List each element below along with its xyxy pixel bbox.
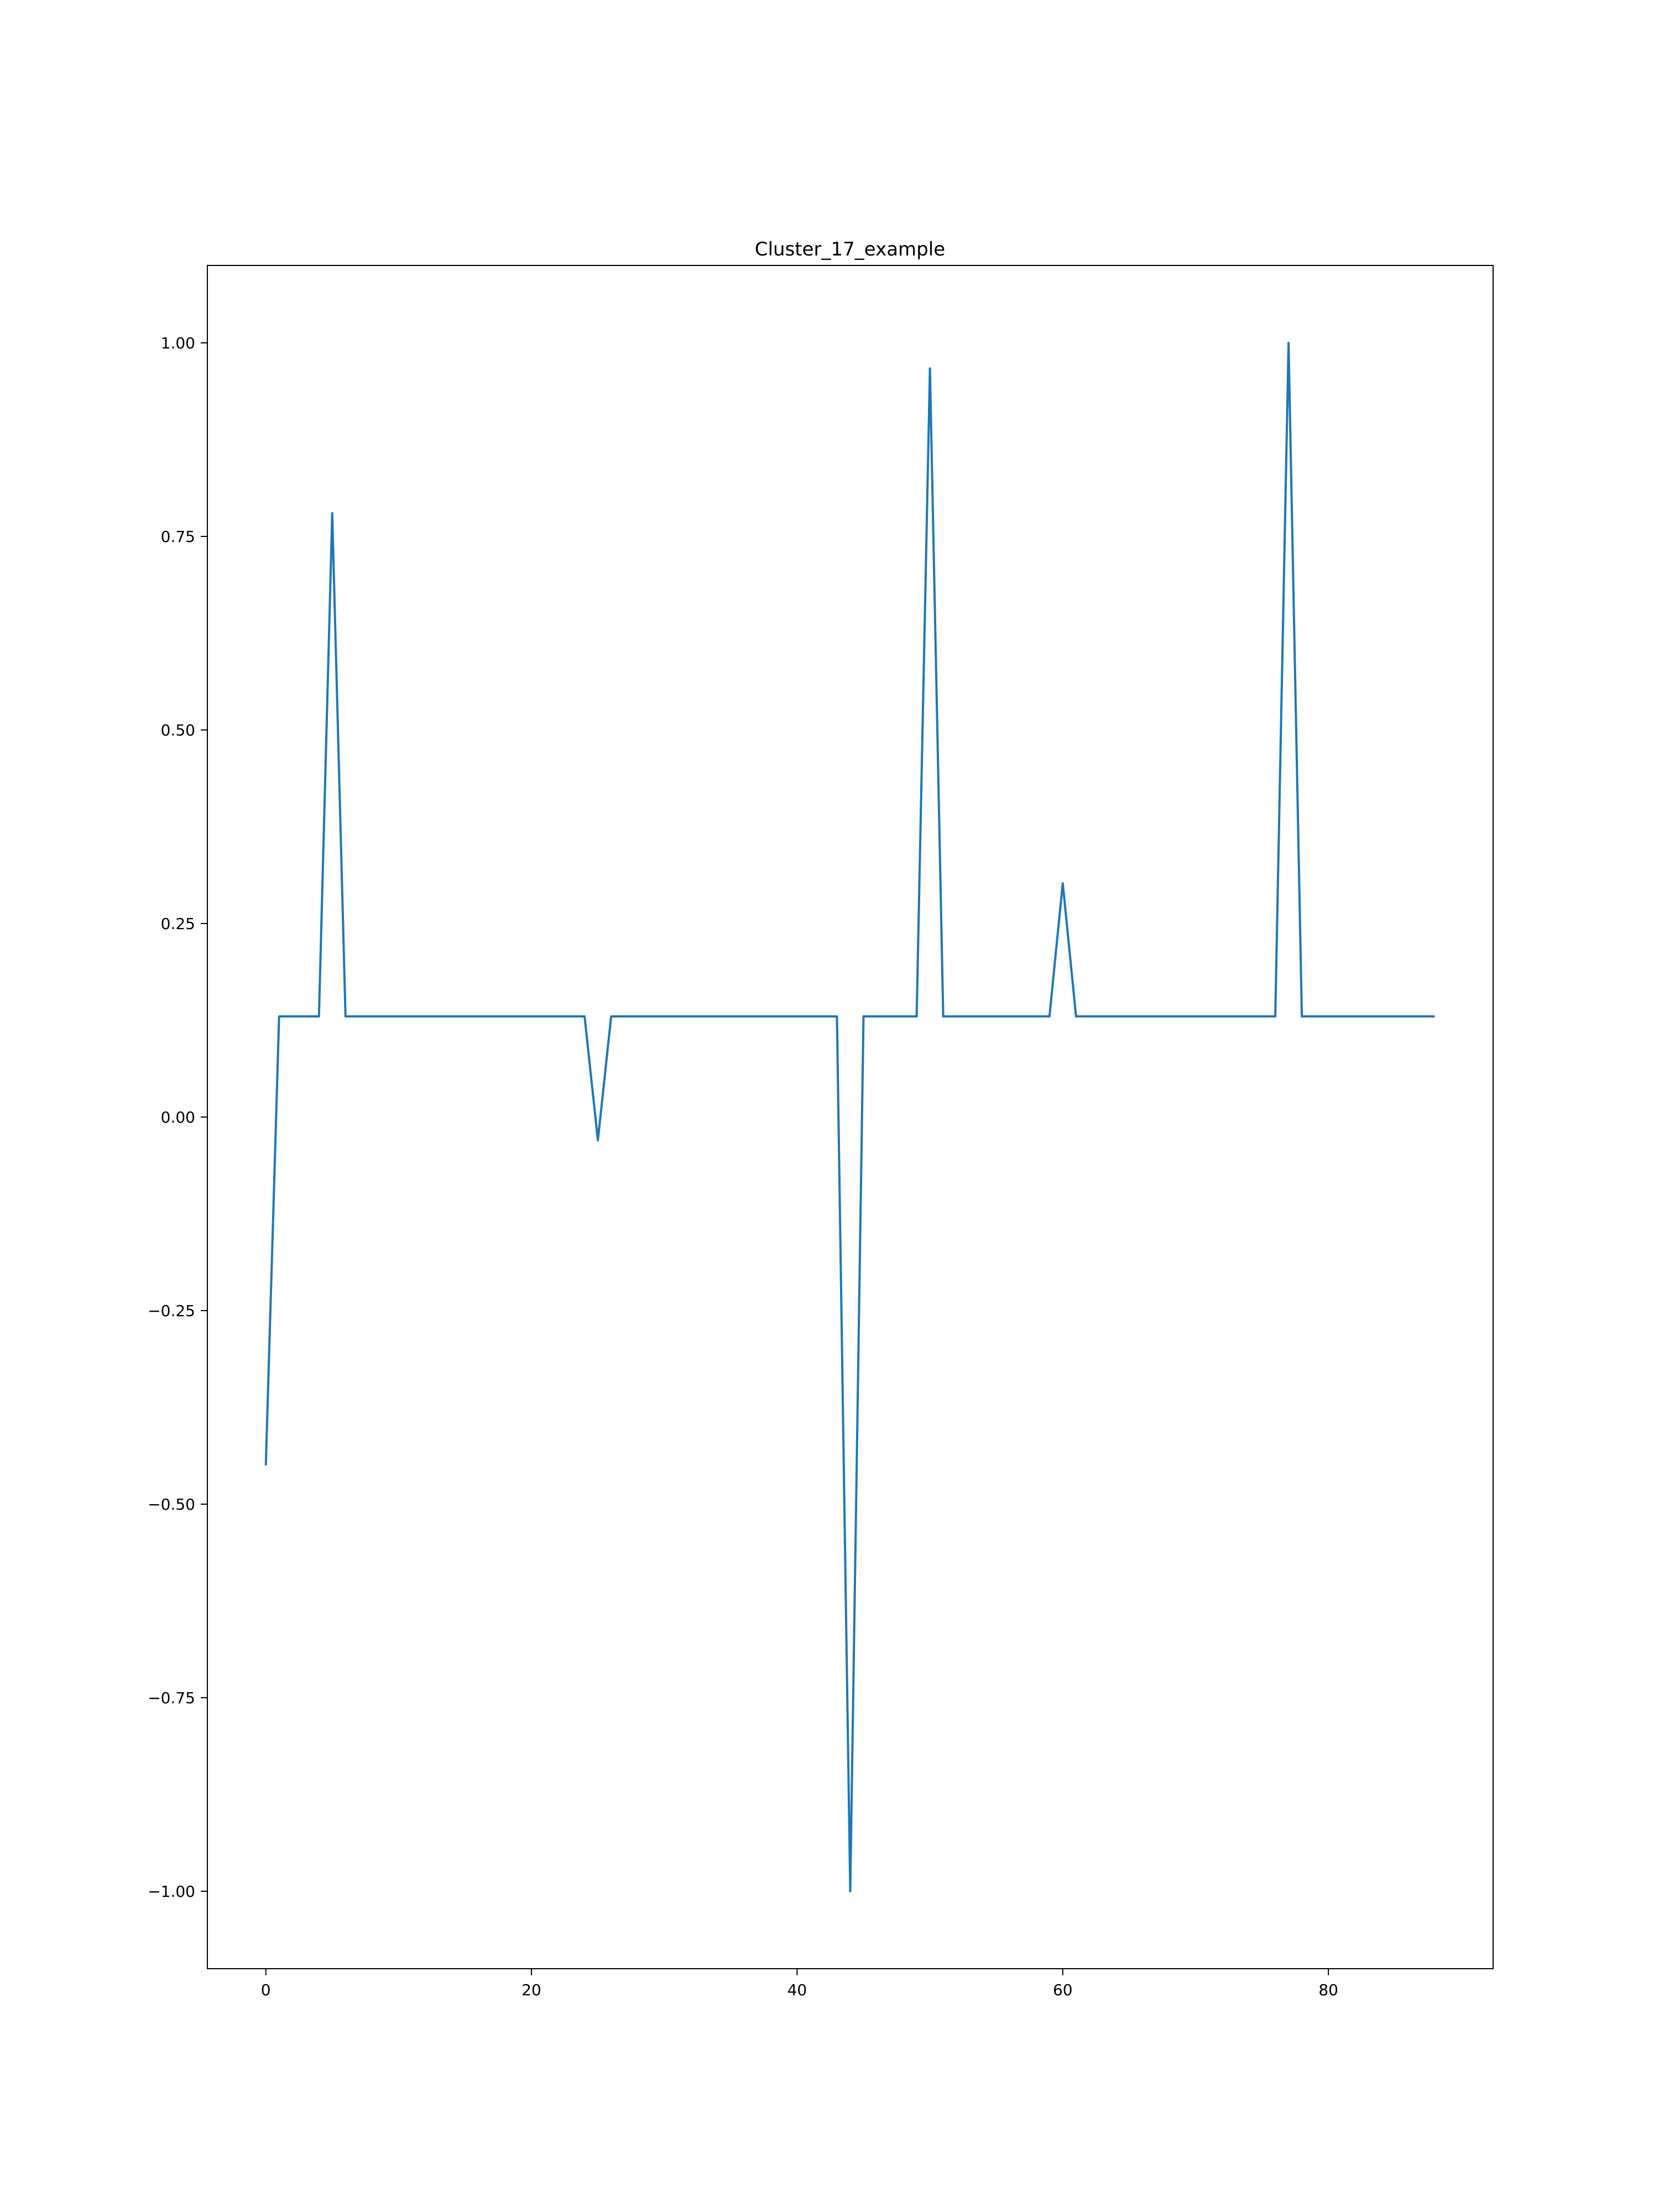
x-axis: 0 20 40 60 80 [261,1969,1338,1999]
series-layer [264,342,1435,1892]
y-tick-label: −0.25 [148,1302,195,1320]
y-axis: −1.00 −0.75 −0.50 −0.25 0.00 0.25 0.50 0.75 1.00 [148,334,207,1901]
y-tick-label: 0.50 [161,721,195,739]
x-tick-label: 20 [521,1981,541,1999]
y-tick-label: 1.00 [161,334,195,352]
plot-frame [207,265,1494,1969]
series-line-0 [264,342,1435,1892]
chart-title: Cluster_17_example [755,238,945,260]
y-tick-label: 0.25 [161,915,195,933]
y-tick-label: −1.00 [148,1882,195,1901]
y-tick-label: −0.75 [148,1689,195,1707]
x-tick-label: 0 [261,1981,271,1999]
y-tick-label: 0.75 [161,528,195,546]
x-tick-label: 80 [1318,1981,1338,1999]
x-tick-label: 60 [1053,1981,1073,1999]
y-tick-label: −0.50 [148,1495,195,1514]
y-tick-label: 0.00 [161,1108,195,1126]
x-tick-label: 40 [787,1981,807,1999]
